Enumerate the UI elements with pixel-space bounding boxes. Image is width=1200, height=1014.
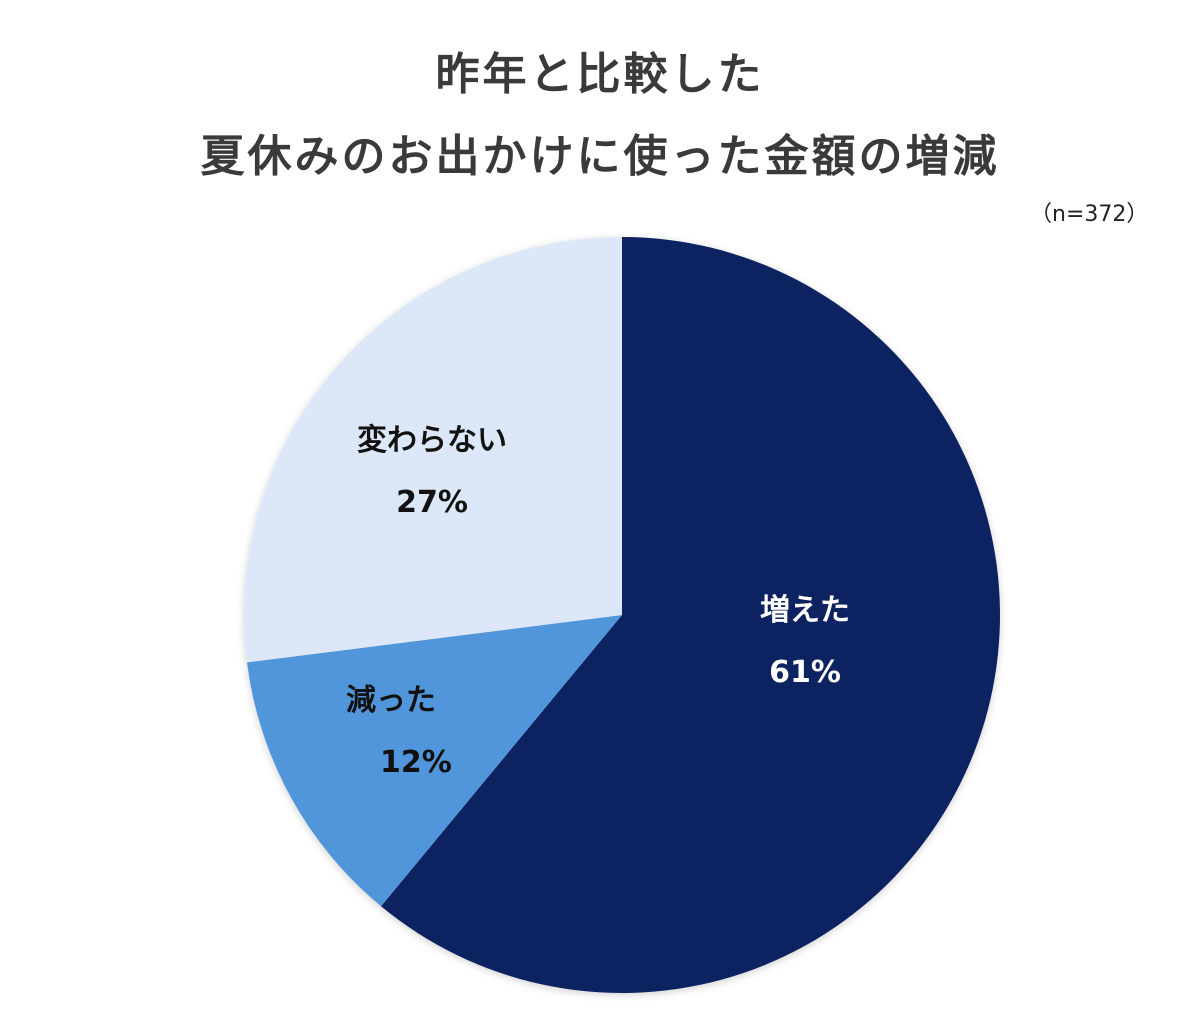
slice-category: 増えた (760, 593, 850, 628)
slice-category: 減った (346, 683, 436, 718)
slice-label-decreased: 減った 12% (300, 670, 500, 794)
slice-category: 変わらない (357, 423, 507, 458)
slice-label-unchanged: 変わらない 27% (322, 410, 542, 534)
slice-increased (381, 237, 1001, 994)
chart-title-line2: 夏休みのお出かけに使った金額の増減 (200, 131, 1000, 182)
sample-size-note: （n=372） (1030, 202, 1149, 227)
slice-value: 27% (396, 485, 468, 520)
chart-title-line1: 昨年と比較した (435, 49, 765, 100)
slice-value: 12% (380, 745, 452, 780)
slice-label-increased: 増えた 61% (705, 580, 905, 704)
slice-decreased (246, 615, 622, 907)
slice-value: 61% (769, 655, 841, 690)
slice-unchanged (243, 237, 622, 663)
